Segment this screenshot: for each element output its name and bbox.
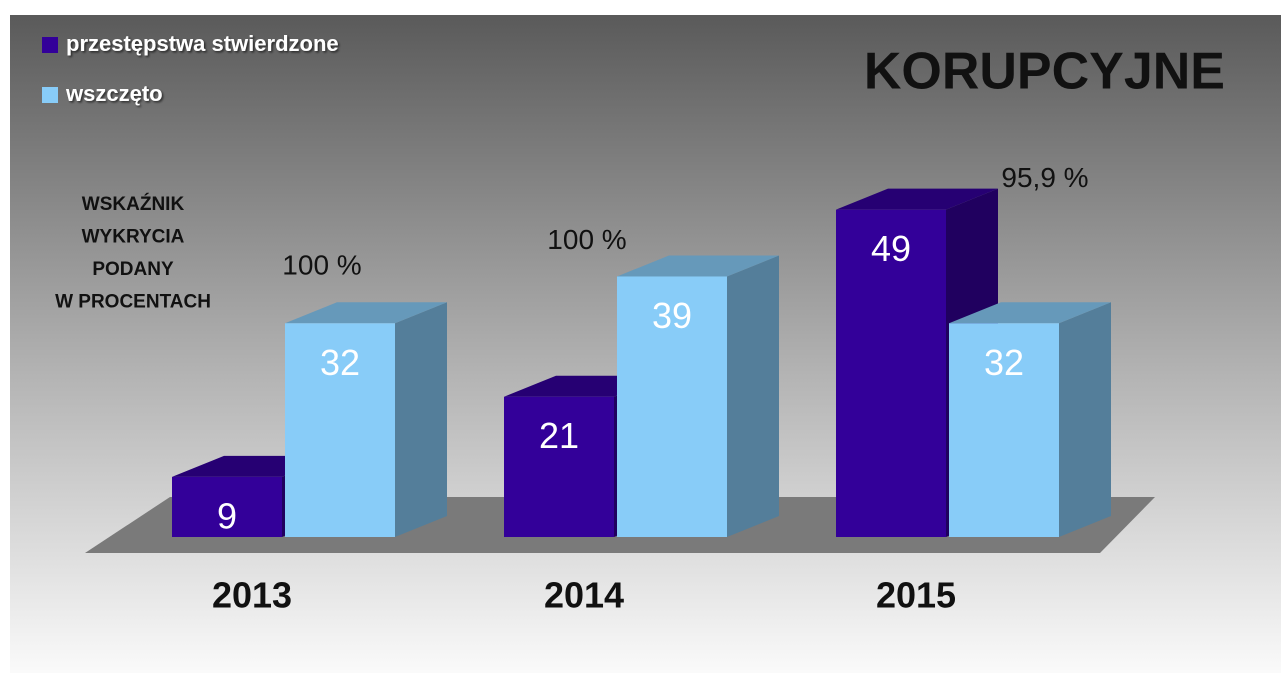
bar-top	[285, 302, 447, 324]
bar	[617, 276, 727, 537]
bar-top	[617, 255, 779, 277]
x-tick-label: 2015	[876, 575, 956, 616]
value-label: 39	[652, 295, 692, 336]
value-label: 32	[320, 342, 360, 383]
legend-swatch	[42, 37, 58, 53]
x-tick-label: 2013	[212, 575, 292, 616]
value-label: 21	[539, 415, 579, 456]
legend-label: wszczęto	[65, 81, 163, 106]
chart-title: KORUPCYJNE	[864, 43, 1225, 101]
annotation: 95,9 %	[1001, 162, 1088, 193]
annotation: 100 %	[547, 224, 626, 255]
annotation: 100 %	[282, 250, 361, 281]
side-note: WYKRYCIA	[82, 227, 185, 248]
bar	[172, 476, 282, 537]
legend-swatch	[42, 87, 58, 103]
side-note: WSKAŹNIK	[82, 193, 185, 215]
bar-top	[949, 302, 1111, 324]
bar	[285, 323, 395, 537]
bar-top	[836, 188, 998, 210]
bar	[949, 323, 1059, 537]
side-note: PODANY	[92, 259, 174, 280]
side-note: W PROCENTACH	[55, 292, 211, 313]
bar-side	[395, 302, 447, 537]
legend-label: przestępstwa stwierdzone	[66, 31, 339, 56]
x-tick-label: 2014	[544, 575, 624, 616]
value-label: 49	[871, 228, 911, 269]
bar	[504, 396, 614, 537]
bar	[836, 209, 946, 537]
bar-side	[727, 255, 779, 538]
value-label: 9	[217, 495, 237, 536]
value-label: 32	[984, 342, 1024, 383]
bar-side	[1059, 302, 1111, 537]
